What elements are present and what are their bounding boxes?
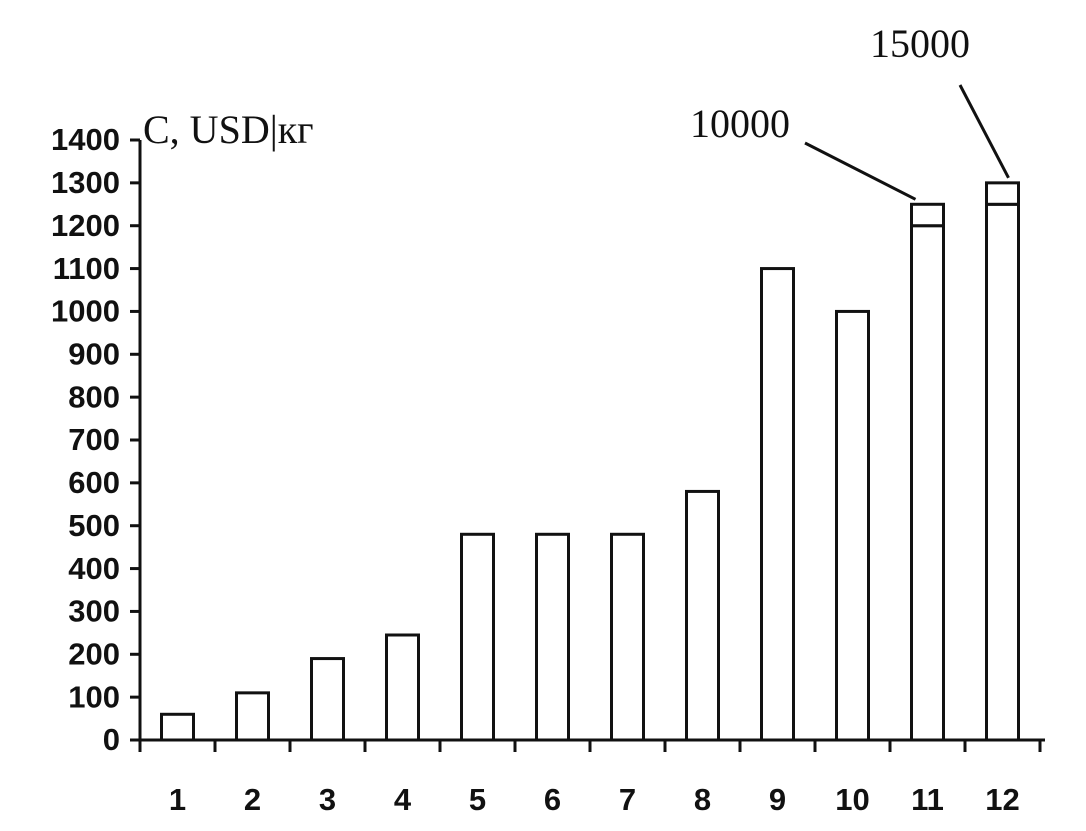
- y-tick-label: 1400: [51, 122, 120, 157]
- x-tick-label: 5: [469, 782, 486, 817]
- y-tick-label: 500: [68, 508, 120, 543]
- bar: [160, 712, 195, 742]
- y-tick-label: 1200: [51, 208, 120, 243]
- x-tick-label: 4: [394, 782, 412, 817]
- bar: [985, 181, 1020, 206]
- annotation-leader: [804, 141, 917, 201]
- x-tick-label: 6: [544, 782, 561, 817]
- x-tick-label: 12: [985, 782, 1019, 817]
- x-tick-label: 7: [619, 782, 636, 817]
- bar: [685, 489, 720, 742]
- bar: [310, 657, 345, 742]
- bar: [985, 202, 1020, 742]
- bar: [385, 633, 420, 742]
- y-tick-label: 100: [68, 679, 120, 714]
- y-tick-label: 0: [103, 722, 120, 757]
- bar: [235, 691, 270, 742]
- x-tick-label: 1: [169, 782, 186, 817]
- bar: [910, 202, 945, 228]
- y-tick-label: 1100: [53, 251, 120, 286]
- y-tick-label: 800: [68, 379, 120, 414]
- x-tick-label: 9: [769, 782, 786, 817]
- y-tick-label: 1300: [51, 165, 120, 200]
- bar: [460, 532, 495, 742]
- y-tick-label: 700: [68, 422, 120, 457]
- bar: [760, 267, 795, 742]
- bar: [610, 532, 645, 742]
- bar: [910, 224, 945, 742]
- x-tick-label: 3: [319, 782, 336, 817]
- bar: [835, 309, 870, 742]
- y-tick-label: 300: [68, 594, 120, 629]
- y-tick-label: 900: [68, 336, 120, 371]
- annotation-leader: [958, 84, 1010, 179]
- y-tick-label: 1000: [51, 294, 120, 329]
- annotation: 10000: [690, 101, 790, 146]
- y-tick-label: 400: [68, 551, 120, 586]
- annotation: 15000: [870, 21, 970, 66]
- x-tick-label: 10: [835, 782, 869, 817]
- y-tick-label: 600: [68, 465, 120, 500]
- y-tick-label: 200: [68, 636, 120, 671]
- bar: [535, 532, 570, 742]
- y-axis-label: C, USD|кг: [143, 107, 314, 152]
- x-tick-label: 8: [694, 782, 711, 817]
- x-tick-label: 11: [911, 782, 944, 817]
- x-tick-label: 2: [244, 782, 261, 817]
